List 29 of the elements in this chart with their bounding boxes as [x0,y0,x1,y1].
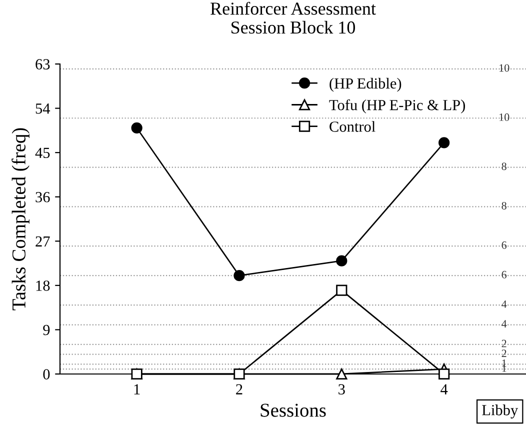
annotation: 10 [500,64,510,72]
legend-label: (HP Edible) [330,78,402,92]
y-axis-title: Tasks Completed (freq) [12,128,30,310]
x-tick-label: 2 [236,384,242,394]
annotation: 8 [502,202,506,210]
y-tick-label: 27 [36,236,50,246]
annotation: 10 [500,113,510,121]
annotation: 2 [502,350,506,357]
annotation: 2 [502,340,506,348]
annotation: 8 [502,162,506,170]
annotation: 4 [502,300,507,308]
text: Libby [482,404,518,418]
legend-label: Control [330,121,376,132]
y-tick-label: 0 [43,369,50,380]
y-tick-label: 18 [36,280,50,291]
y-tick-label: 45 [35,148,50,158]
y-tick-label: 54 [36,104,50,114]
y-tick-label: 63 [36,59,50,70]
x-tick-label: 4 [440,384,448,394]
x-axis-title: Sessions [260,404,326,417]
x-tick-label: 1 [134,384,140,394]
x-tick-label: 3 [338,384,345,394]
legend-label: Tofu (HP E-Pic & LP) [329,99,465,114]
annotation: 4 [502,320,507,328]
chart-title: Reinforcer Assessment Session Block 10 [210,2,376,34]
annotation: 6 [502,241,507,249]
y-tick-label: 36 [36,192,50,202]
annotation: 6 [502,270,507,278]
y-tick-label: 9 [43,324,50,336]
